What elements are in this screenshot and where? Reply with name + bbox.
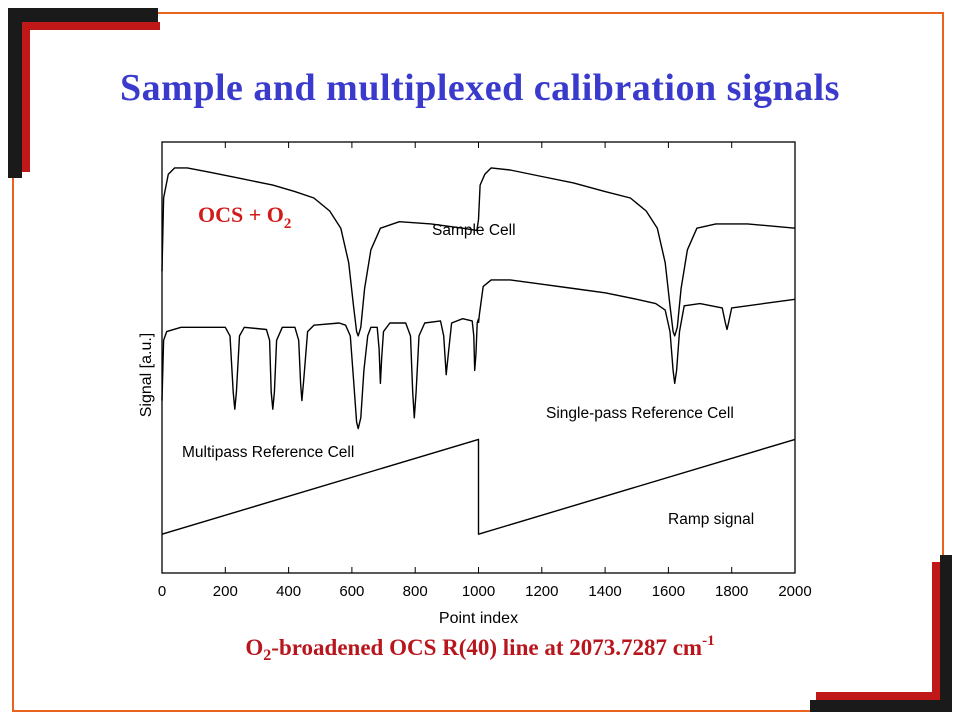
x-tick-label: 1200 [525,583,558,600]
x-axis-title: Point index [439,610,518,627]
figure-caption: O2-broadened OCS R(40) line at 2073.7287… [0,633,960,665]
corner-bracket-top-left-red-v [22,22,30,172]
x-tick-label: 1800 [715,583,748,600]
caption-pre: O [245,635,264,660]
corner-bracket-bottom-right [810,700,952,712]
annotation-subscript: 2 [284,216,292,232]
x-tick-label: 800 [403,583,428,600]
x-tick-label: 0 [158,583,166,600]
x-tick-label: 600 [339,583,364,600]
series-line-ramp-signal [161,438,796,535]
x-tick-label: 1600 [652,583,685,600]
corner-bracket-bottom-right-accent [940,555,952,712]
x-tick-label: 2000 [778,583,811,600]
annotation-main: OCS + O [198,202,284,227]
x-axis-ticks: 0 200 400 600 800 1000 1200 1400 1600 1800 2000 [158,142,812,600]
caption-subscript: 2 [263,647,272,664]
label-single-pass-reference-cell: Single-pass Reference Cell [546,405,734,422]
label-ramp-signal: Ramp signal [668,511,754,528]
caption-superscript: -1 [702,633,715,649]
label-sample-cell: Sample Cell [432,222,516,239]
x-tick-label: 200 [213,583,238,600]
corner-bracket-top-left-red [30,22,160,30]
slide-title: Sample and multiplexed calibration signa… [120,67,840,109]
corner-bracket-bottom-right-red-v [932,562,940,700]
corner-bracket-top-left-accent [8,8,22,178]
series-line-sample-cell [161,167,796,337]
slide-frame [12,12,944,712]
corner-bracket-top-left [8,8,158,22]
x-tick-label: 1000 [462,583,495,600]
x-tick-label: 1400 [588,583,621,600]
corner-bracket-bottom-right-red [816,692,940,700]
y-axis-title: Signal [a.u.] [138,333,155,418]
label-multipass-reference-cell: Multipass Reference Cell [182,444,354,461]
series-line-multipass-reference-cell [161,318,480,430]
x-tick-label: 400 [276,583,301,600]
annotation-ocs-o2: OCS + O2 [198,202,291,232]
signal-curves [161,167,796,535]
series-line-single-pass-reference-cell [477,279,796,385]
caption-main: -broadened OCS R(40) line at 2073.7287 c… [271,635,703,660]
